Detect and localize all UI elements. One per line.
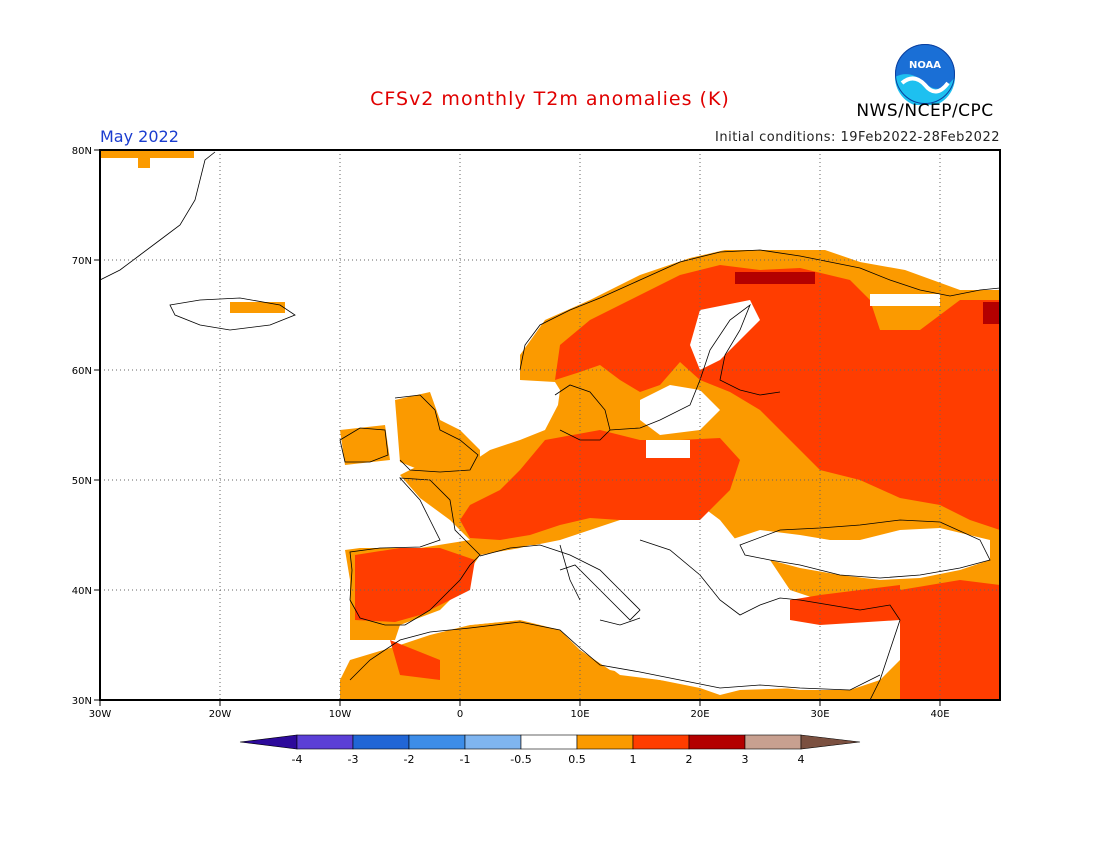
lon-label-0: 0	[457, 709, 463, 720]
anomaly-region-ireland	[340, 425, 390, 465]
lat-label-70: 70N	[72, 256, 92, 267]
colorbar-label-1: -4	[292, 753, 303, 766]
noaa-logo: NOAA	[894, 43, 956, 107]
anomaly-region-turkey-red	[790, 585, 900, 625]
colorbar-swatch-1	[296, 734, 354, 750]
coastline-france-iberia	[349, 477, 481, 626]
anomaly-region-morocco-red	[390, 640, 440, 680]
anomaly-region-middle-east-red	[900, 580, 1000, 700]
colorbar-swatch-9	[744, 734, 802, 750]
colorbar-swatch-5	[520, 734, 578, 750]
colorbar-label-5: -0.5	[510, 753, 531, 766]
noaa-logo-text: NOAA	[909, 60, 941, 71]
lon-label-10e: 10E	[570, 709, 589, 720]
coastline-black-sea	[739, 519, 991, 579]
coastline-ireland	[339, 427, 389, 463]
anomaly-region-iberia-red	[355, 548, 475, 622]
initial-conditions: Initial conditions: 19Feb2022-28Feb2022	[715, 130, 1000, 145]
coastline-greenland	[100, 151, 216, 281]
longitude-axis: 30W 20W 10W 0 10E 20E 30E 40E	[89, 700, 950, 720]
coastline-denmark	[554, 384, 611, 441]
colorbar-arrow-right	[800, 734, 861, 750]
colorbar-label-7: 1	[630, 753, 637, 766]
coastline-north-africa	[349, 621, 881, 691]
colorbar-label-6: 0.5	[568, 753, 586, 766]
colorbar-label-10: 4	[798, 753, 805, 766]
lon-label-20w: 20W	[209, 709, 232, 720]
lon-label-20e: 20E	[690, 709, 709, 720]
colorbar-label-3: -2	[404, 753, 415, 766]
colorbar: -4 -3 -2 -1 -0.5 0.5 1 2 3 4	[239, 734, 861, 766]
coastline-sardinia	[559, 544, 581, 601]
colorbar-arrow-left	[239, 734, 298, 750]
coastlines	[100, 151, 1000, 700]
anomaly-region-ural-darkred	[983, 302, 1000, 324]
colorbar-swatch-8	[688, 734, 746, 750]
lat-label-50: 50N	[72, 476, 92, 487]
colorbar-label-8: 2	[686, 753, 693, 766]
coastline-sicily	[599, 617, 641, 626]
anomaly-region-mediterranean-neutral	[400, 545, 890, 690]
colorbar-label-9: 3	[742, 753, 749, 766]
colorbar-swatch-2	[352, 734, 410, 750]
coastline-baltic	[609, 303, 781, 431]
anomaly-region-iceland	[230, 302, 285, 313]
anomaly-region-greenland-2	[138, 158, 150, 168]
coastline-italy	[479, 544, 641, 621]
lon-label-30w: 30W	[89, 709, 112, 720]
lat-label-30: 30N	[72, 696, 92, 707]
agency-label: NWS/NCEP/CPC	[856, 101, 994, 121]
colorbar-swatch-3	[408, 734, 466, 750]
anomaly-region-poland-neutral	[646, 440, 690, 458]
lat-label-80: 80N	[72, 146, 92, 157]
chart-title: CFSv2 monthly T2m anomalies (K)	[370, 88, 730, 110]
forecast-month: May 2022	[100, 127, 179, 146]
anomaly-region-white-sea-neutral	[870, 294, 940, 306]
lon-label-40e: 40E	[930, 709, 949, 720]
coastline-scandinavia-north	[519, 249, 1000, 371]
colorbar-swatch-7	[632, 734, 690, 750]
anomaly-region-north-africa	[340, 620, 900, 700]
lat-label-40: 40N	[72, 586, 92, 597]
anomaly-region-black-sea-neutral	[730, 528, 990, 580]
colorbar-swatch-6	[576, 734, 634, 750]
map-area	[100, 150, 1000, 700]
coastline-britain	[394, 394, 479, 473]
latitude-axis: 80N 70N 60N 50N 40N 30N	[72, 146, 100, 707]
map-frame	[99, 149, 1001, 701]
colorbar-label-4: -1	[460, 753, 471, 766]
lon-label-10w: 10W	[329, 709, 352, 720]
anomaly-region-kola-darkred	[735, 272, 815, 284]
noaa-logo-icon: NOAA	[895, 44, 955, 107]
coastline-balkans-turkey	[639, 539, 901, 700]
colorbar-label-2: -3	[348, 753, 359, 766]
anomaly-region-britain	[395, 392, 480, 470]
colorbar-swatch-4	[464, 734, 522, 750]
anomaly-region-northeast-red	[555, 265, 1000, 530]
anomaly-region-greenland	[100, 150, 194, 158]
lat-label-60: 60N	[72, 366, 92, 377]
lon-label-30e: 30E	[810, 709, 829, 720]
anomaly-region-gulf-bothnia-neutral	[690, 300, 760, 370]
